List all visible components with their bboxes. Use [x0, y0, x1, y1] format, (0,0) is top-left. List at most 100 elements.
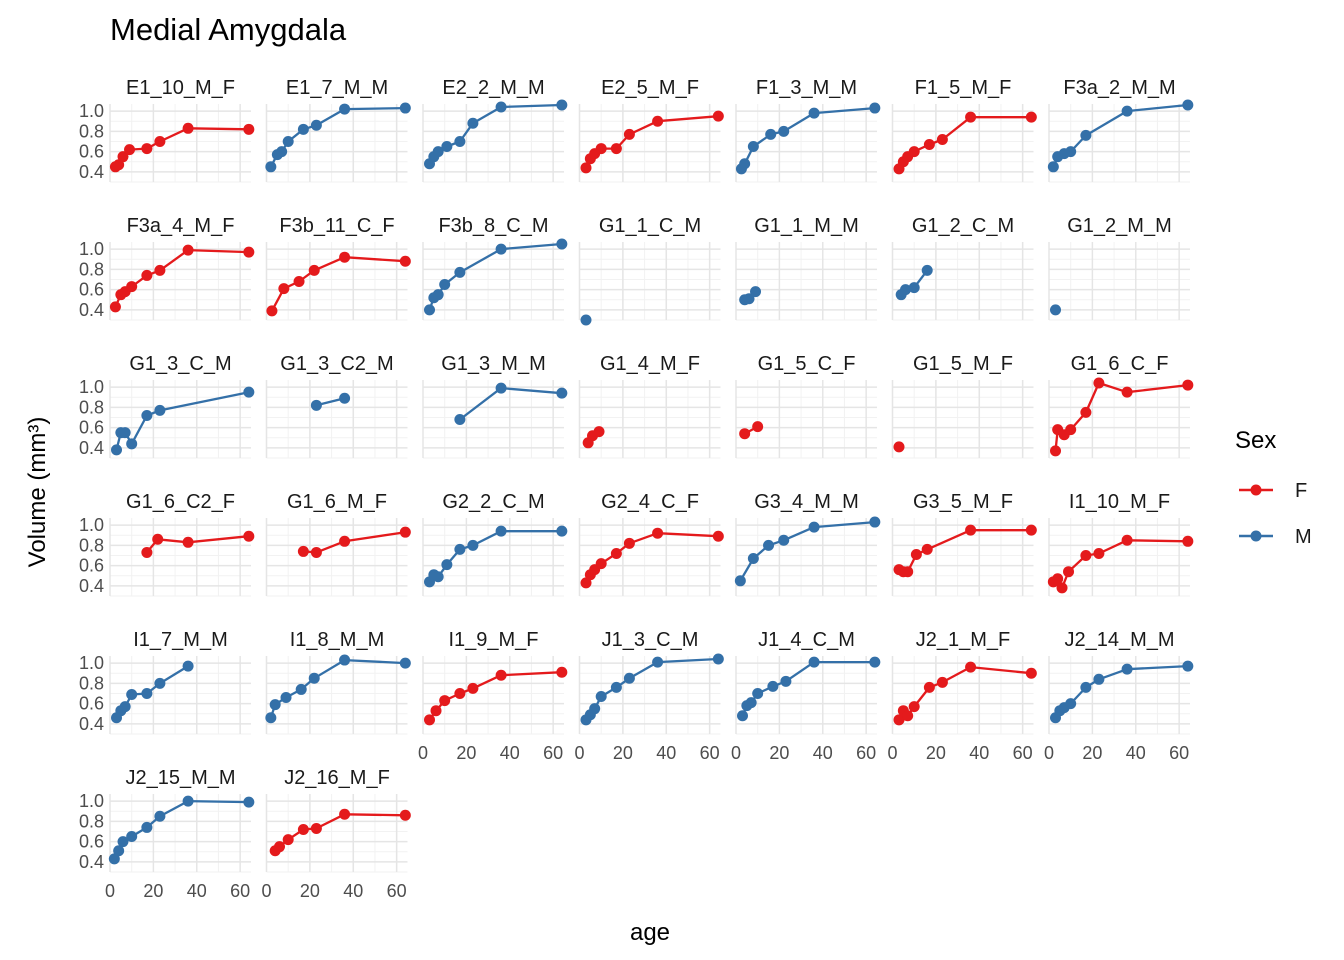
facet-strip-label: G2_4_C_F: [601, 491, 699, 513]
y-tick-label: 0.8: [79, 397, 104, 417]
data-point: [432, 146, 444, 158]
x-tick-label: 60: [1013, 743, 1033, 763]
data-point: [1093, 673, 1105, 685]
facet-panel: J2_1_M_F 0 20 40 60: [887, 629, 1037, 763]
facet-strip-label: G2_2_C_M: [442, 491, 544, 513]
data-point: [182, 660, 194, 672]
data-point: [750, 286, 762, 298]
data-point: [908, 146, 920, 158]
series-line: [584, 115, 719, 169]
data-point: [495, 525, 507, 537]
x-tick-label: 0: [261, 881, 271, 901]
y-tick-label: 0.4: [79, 576, 104, 596]
facet-panel: E1_10_M_F 0.40.60.81.0: [79, 77, 255, 183]
facet-strip-label: J2_1_M_F: [916, 629, 1011, 651]
data-point: [1080, 129, 1092, 141]
data-point: [310, 119, 322, 131]
data-point: [154, 135, 166, 147]
data-point: [747, 141, 759, 153]
data-point: [152, 533, 164, 545]
data-point: [295, 683, 307, 695]
x-tick-label: 40: [813, 743, 833, 763]
data-point: [454, 414, 466, 426]
x-tick-label: 60: [1169, 743, 1189, 763]
series-line: [428, 530, 562, 583]
data-point: [780, 675, 792, 687]
facet-strip-label: G3_5_M_F: [913, 491, 1013, 513]
series-line: [739, 520, 875, 582]
facet-panel: F3a_2_M_M: [1047, 77, 1194, 183]
series-line: [459, 386, 562, 421]
data-point: [141, 143, 153, 155]
y-tick-label: 0.6: [79, 418, 104, 438]
data-point: [495, 669, 507, 681]
data-point: [869, 656, 881, 668]
data-point: [154, 404, 166, 416]
data-point: [182, 536, 194, 548]
facet-panel: G1_3_C2_M: [265, 353, 408, 459]
data-point: [1065, 424, 1077, 436]
data-point: [430, 705, 442, 717]
facet-strip-label: G1_3_C_M: [129, 353, 231, 375]
facet-strip-label: F1_5_M_F: [915, 77, 1012, 99]
data-point: [923, 139, 935, 151]
data-point: [495, 243, 507, 255]
facet-panel: G1_2_M_M: [1048, 215, 1190, 321]
y-tick-label: 1.0: [79, 515, 104, 535]
data-point: [282, 834, 294, 846]
data-point: [808, 656, 820, 668]
facet-panel: F3b_8_C_M: [422, 215, 568, 321]
facet-strip-label: G1_4_M_F: [600, 353, 700, 375]
data-point: [580, 314, 592, 326]
data-point: [310, 822, 322, 834]
facet-panel: J2_15_M_M 0.40.60.81.0 0 20 40 60: [79, 767, 255, 901]
x-tick-label: 20: [769, 743, 789, 763]
series-line: [741, 660, 875, 717]
data-point: [1025, 111, 1037, 123]
data-point: [1025, 524, 1037, 536]
data-point: [765, 128, 777, 140]
data-point: [747, 553, 759, 565]
facet-strip-label: I1_9_M_F: [448, 629, 538, 651]
data-point: [297, 545, 309, 557]
data-point: [1093, 547, 1105, 559]
facet-strip-label: J2_16_M_F: [284, 767, 390, 789]
facet-panel: J1_4_C_M 0 20 40 60: [731, 629, 881, 763]
data-point: [965, 524, 977, 536]
data-point: [154, 677, 166, 689]
series-line: [113, 799, 249, 860]
y-tick-label: 0.6: [79, 556, 104, 576]
x-tick-label: 0: [418, 743, 428, 763]
series-line: [1054, 664, 1188, 719]
data-point: [339, 535, 351, 547]
series-line: [1054, 381, 1188, 452]
data-point: [432, 571, 444, 583]
data-point: [921, 264, 933, 276]
data-point: [126, 281, 138, 293]
data-point: [339, 392, 351, 404]
data-point: [243, 796, 255, 808]
data-point: [712, 653, 724, 665]
data-point: [1063, 566, 1075, 578]
y-tick-label: 0.6: [79, 832, 104, 852]
series-line: [428, 671, 562, 721]
facet-panel: F1_3_M_M: [735, 77, 881, 183]
data-point: [109, 301, 121, 313]
data-point: [1121, 386, 1133, 398]
facet-strip-label: G1_1_M_M: [754, 215, 859, 237]
data-point: [734, 575, 746, 587]
data-point: [399, 526, 411, 538]
data-point: [399, 255, 411, 267]
facet-panel: F1_5_M_F: [891, 77, 1037, 183]
data-point: [297, 123, 309, 135]
facet-panel: G2_2_C_M: [422, 491, 568, 597]
series-line: [428, 103, 562, 165]
data-point: [441, 559, 453, 571]
data-point: [117, 836, 129, 848]
x-tick-label: 40: [187, 881, 207, 901]
data-point: [900, 284, 912, 296]
data-point: [282, 135, 294, 147]
data-point: [808, 107, 820, 119]
facet-strip-label: F3a_2_M_M: [1063, 77, 1175, 99]
series-line: [269, 658, 406, 719]
